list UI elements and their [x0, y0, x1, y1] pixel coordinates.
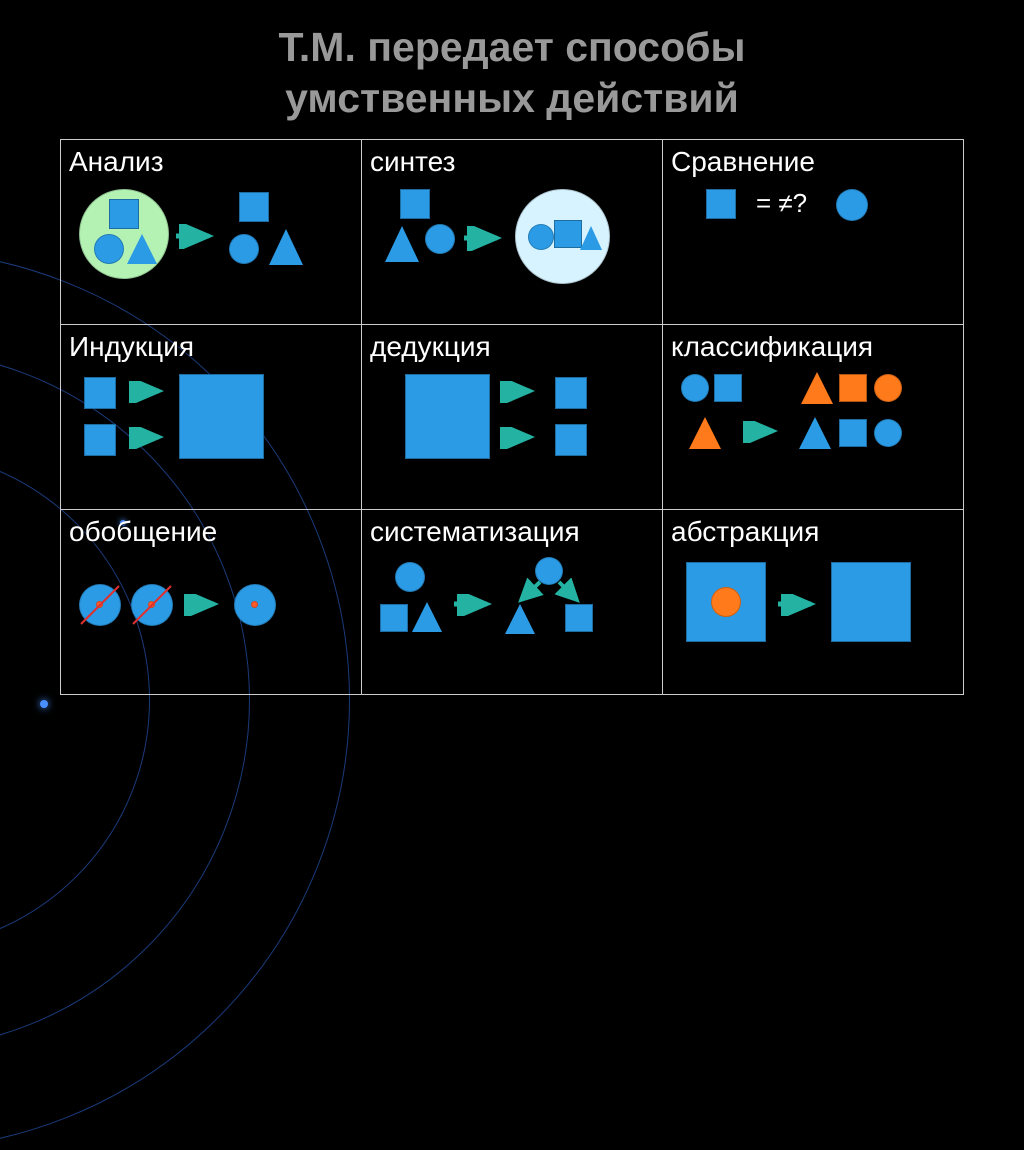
triangle-icon: [505, 604, 535, 634]
square-icon: [555, 424, 587, 456]
diagram-induction: [69, 369, 353, 489]
circle-icon: [94, 234, 124, 264]
diagram-classification: [671, 369, 955, 489]
square-icon: [380, 604, 408, 632]
arrow-icon: [462, 226, 507, 251]
cell-comparison: Сравнение = ≠?: [663, 139, 964, 324]
circle-icon: [528, 224, 554, 250]
triangle-icon: [799, 417, 831, 449]
cell-label: абстракция: [671, 516, 955, 548]
bg-dot: [40, 700, 48, 708]
arrow-icon: [129, 381, 169, 403]
big-square-icon: [831, 562, 911, 642]
arrow-icon: [776, 594, 821, 616]
square-icon: [84, 424, 116, 456]
square-icon: [839, 419, 867, 447]
circle-icon: [836, 189, 868, 221]
triangle-icon: [801, 372, 833, 404]
square-icon: [554, 220, 582, 248]
arrow-icon: [452, 594, 497, 616]
slash-icon: [77, 582, 123, 628]
arrow-icon: [500, 381, 540, 403]
triangle-icon: [269, 229, 303, 265]
square-icon: [839, 374, 867, 402]
square-icon: [84, 377, 116, 409]
square-icon: [565, 604, 593, 632]
arrow-icon: [129, 427, 169, 449]
cell-classification: классификация: [663, 324, 964, 509]
arrow-icon: [184, 594, 224, 616]
circle-icon: [681, 374, 709, 402]
cell-deduction: дедукция: [362, 324, 663, 509]
square-icon: [706, 189, 736, 219]
slide-title: Т.М. передает способы умственных действи…: [0, 0, 1024, 125]
cell-label: дедукция: [370, 331, 654, 363]
dot-icon: [251, 601, 258, 608]
square-icon: [239, 192, 269, 222]
title-line-2: умственных действий: [285, 75, 739, 121]
cell-label: синтез: [370, 146, 654, 178]
cell-label: Индукция: [69, 331, 353, 363]
cell-generalization: обобщение: [61, 509, 362, 694]
arrow-icon: [500, 427, 540, 449]
cell-label: Анализ: [69, 146, 353, 178]
title-line-1: Т.М. передает способы: [279, 24, 746, 70]
cell-label: Сравнение: [671, 146, 955, 178]
triangle-icon: [127, 234, 157, 264]
triangle-icon: [580, 226, 602, 250]
big-square-icon: [405, 374, 490, 459]
cell-synthesis: синтез: [362, 139, 663, 324]
square-icon: [109, 199, 139, 229]
big-square-icon: [179, 374, 264, 459]
circle-icon: [874, 374, 902, 402]
diagram-deduction: [370, 369, 654, 489]
square-icon: [714, 374, 742, 402]
cell-label: классификация: [671, 331, 955, 363]
diagram-systematization: [370, 554, 654, 674]
diagram-abstraction: [671, 554, 955, 674]
cell-induction: Индукция: [61, 324, 362, 509]
arrow-icon: [174, 224, 219, 249]
cell-label: обобщение: [69, 516, 353, 548]
triangle-icon: [412, 602, 442, 632]
diagram-comparison: = ≠?: [671, 184, 955, 304]
methods-grid: Анализ синтез Сравнение = ≠? Индукция: [60, 139, 964, 695]
square-icon: [400, 189, 430, 219]
comparison-symbols: = ≠?: [756, 188, 807, 219]
circle-icon: [874, 419, 902, 447]
arrow-icon: [741, 421, 783, 443]
cell-abstraction: абстракция: [663, 509, 964, 694]
triangle-icon: [385, 226, 419, 262]
circle-icon: [425, 224, 455, 254]
cell-label: систематизация: [370, 516, 654, 548]
diagram-generalization: [69, 554, 353, 674]
diagram-synthesis: [370, 184, 654, 304]
cell-systematization: систематизация: [362, 509, 663, 694]
slash-icon: [129, 582, 175, 628]
triangle-icon: [689, 417, 721, 449]
square-icon: [555, 377, 587, 409]
circle-icon: [229, 234, 259, 264]
diagram-analysis: [69, 184, 353, 304]
circle-icon: [711, 587, 741, 617]
cell-analysis: Анализ: [61, 139, 362, 324]
circle-icon: [395, 562, 425, 592]
